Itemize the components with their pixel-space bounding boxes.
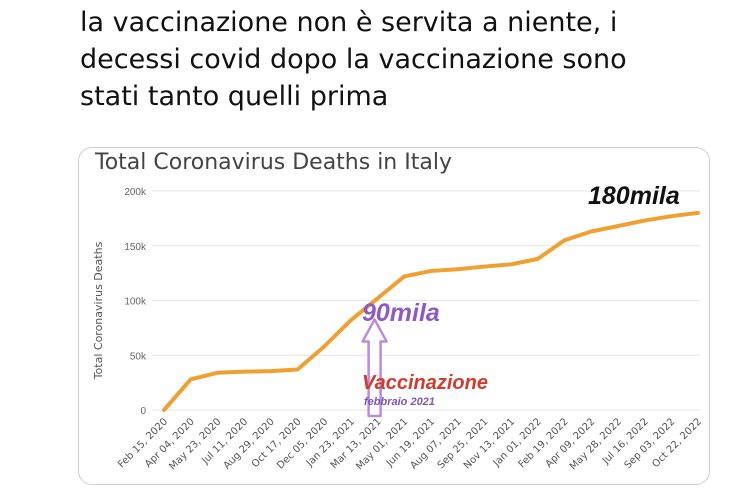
annotation-vaccination-date: febbraio 2021 — [364, 396, 435, 408]
post-text-line: stati tanto quelli prima — [80, 81, 389, 112]
y-tick-label: 200k — [124, 187, 147, 198]
annotation-vaccination-label: Vaccinazione — [362, 372, 488, 394]
post-text-line: decessi covid dopo la vaccinazione sono — [80, 44, 627, 75]
y-tick-label: 50k — [130, 351, 147, 362]
series-line — [162, 210, 700, 412]
annotation-vaccination-value: 90mila — [362, 299, 440, 327]
x-tick-label: Oct 22, 2022 — [650, 416, 704, 470]
y-axis-label: Total Coronavirus Deaths — [92, 241, 105, 380]
post-text: la vaccinazione non è servita a niente, … — [80, 4, 720, 115]
chart-title: Total Coronavirus Deaths in Italy — [95, 150, 452, 175]
chart-card — [78, 147, 710, 485]
y-tick-label: 100k — [124, 297, 147, 308]
post-text-line: la vaccinazione non è servita a niente, … — [80, 7, 618, 38]
y-tick-label: 150k — [124, 242, 147, 253]
annotation-total-label: 180mila — [588, 182, 680, 210]
y-tick-label: 0 — [140, 406, 146, 417]
vaccination-arrow — [361, 318, 388, 418]
